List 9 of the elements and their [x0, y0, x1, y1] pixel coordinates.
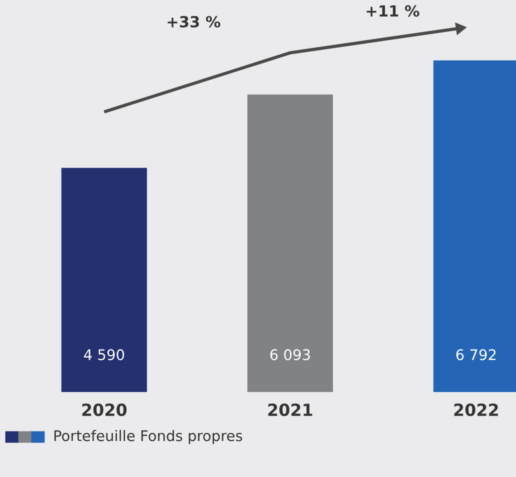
text: +33 % [168, 16, 220, 28]
x-tick-label: 2022 [454, 404, 498, 416]
text: +11 % [366, 5, 420, 17]
data-label: 6 792 [456, 349, 496, 360]
x-tick-label: 2021 [268, 404, 312, 416]
x-tick-label: 2020 [82, 404, 127, 416]
data-label: 6 093 [270, 349, 310, 360]
legend-label: Portefeuille Fonds propres [54, 430, 242, 444]
data-label: 4 590 [84, 349, 124, 360]
